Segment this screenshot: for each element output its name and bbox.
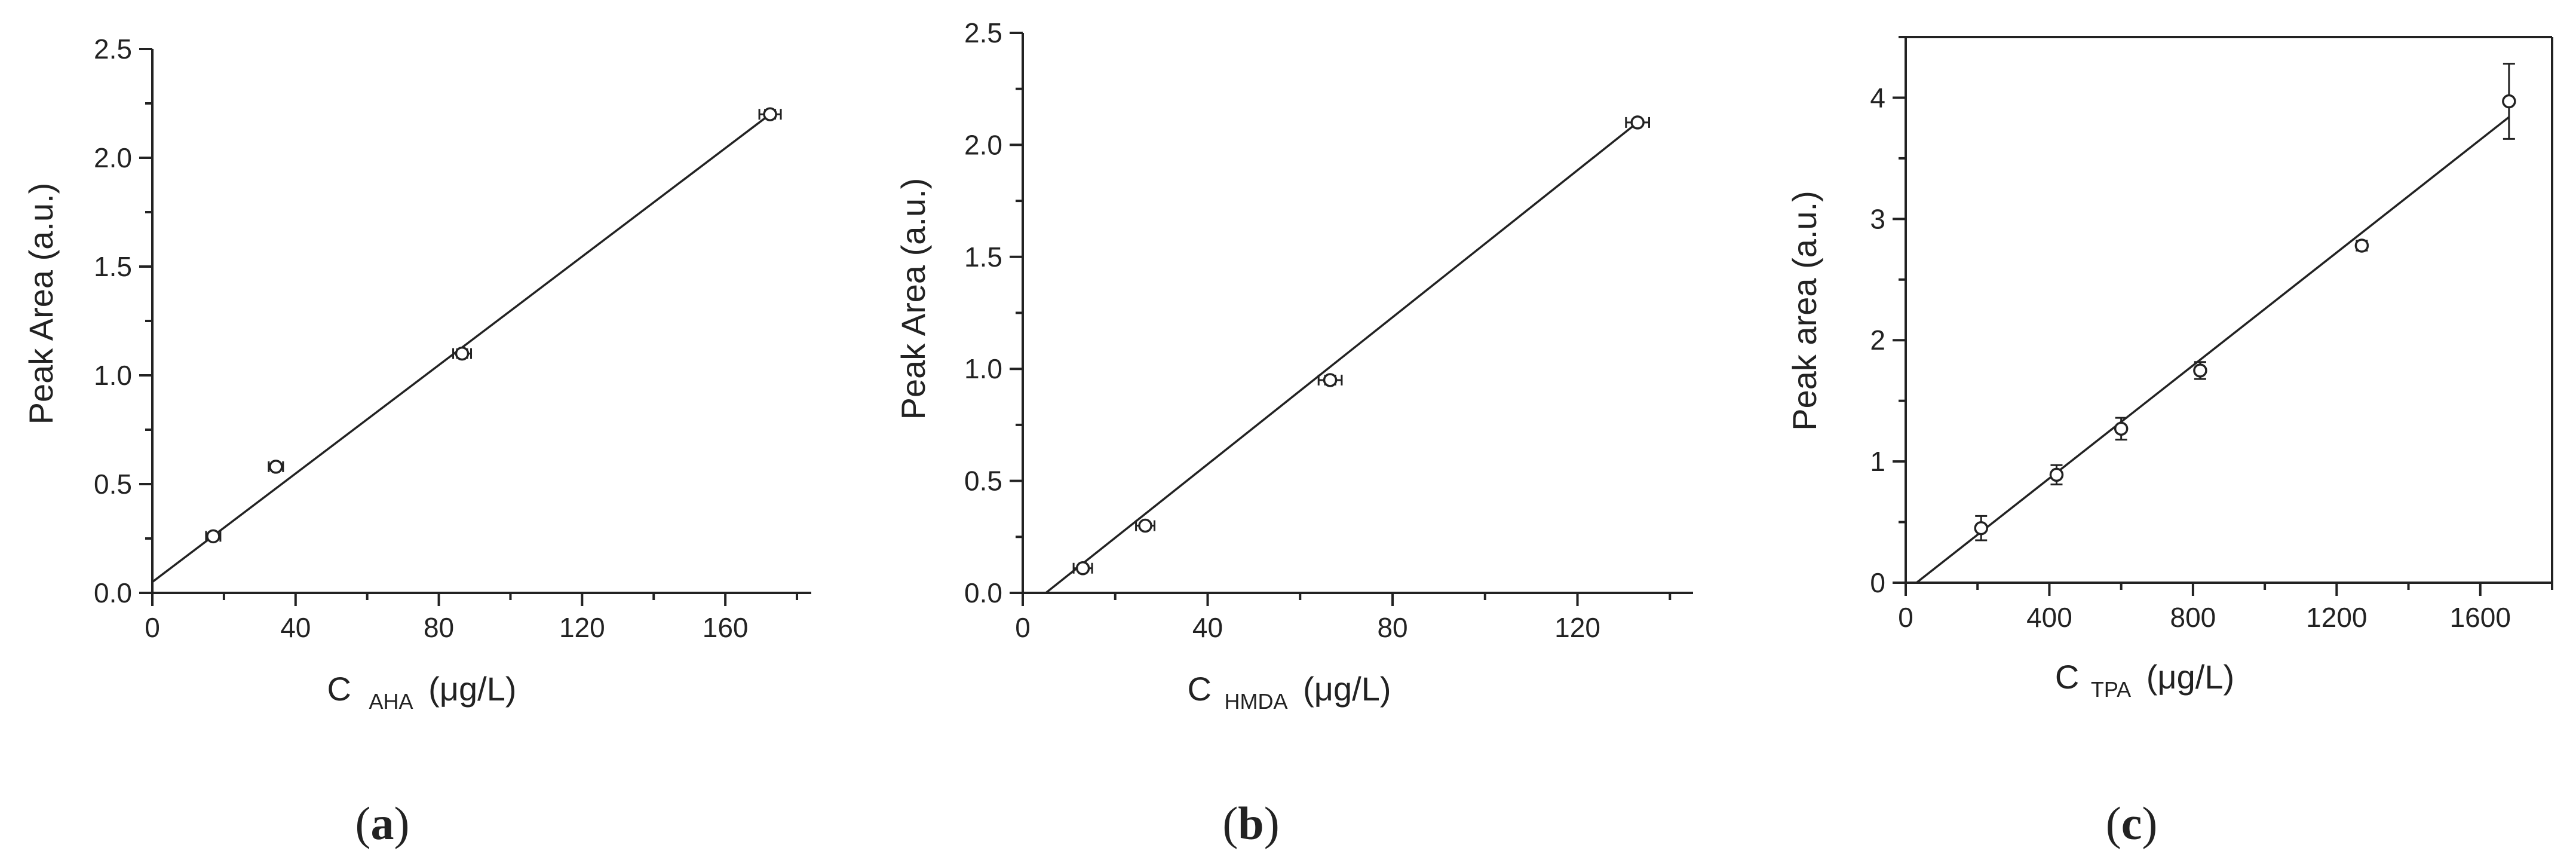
panel-c-label: (c) <box>2106 797 2158 849</box>
panel-b-x-tick-label: 40 <box>1192 612 1223 643</box>
panel-a-y-tick-label: 0.0 <box>94 577 132 608</box>
panel-c-y-tick-label: 0 <box>1870 567 1885 598</box>
panel-b-label: (b) <box>1222 797 1279 849</box>
panel-a-marks: 0 40 80 120 160 0.0 0.5 1.0 1.5 2.0 2.5 <box>94 33 811 643</box>
panel-a: 0 40 80 120 160 0.0 0.5 1.0 1.5 2.0 2.5 Peak Area … <box>22 33 811 849</box>
panel-b-data-point <box>1075 561 1090 576</box>
panel-b-y-tick-label: 0.5 <box>964 466 1002 497</box>
panel-a-y-tick-label: 2.5 <box>94 33 132 65</box>
panel-a-y-tick-label: 1.0 <box>94 360 132 391</box>
panel-c-y-tick-label: 2 <box>1870 325 1885 356</box>
panel-b: 0 40 80 120 0.0 0.5 1.0 1.5 2.0 2.5 Peak Area (a.… <box>894 17 1693 849</box>
panel-c-y-tick-label: 4 <box>1870 82 1885 113</box>
panel-a-xlabel: C AHA (μg/L) <box>327 670 516 716</box>
panel-c-data-point <box>2049 467 2064 482</box>
panel-a-data-point <box>455 346 470 361</box>
panel-b-data-point <box>1630 115 1645 130</box>
panel-a-ylabel: Peak Area (a.u.) <box>22 183 60 425</box>
panel-c-xlabel-main: C <box>2055 658 2079 696</box>
panel-a-x-tick-label: 120 <box>559 612 605 643</box>
panel-a-xlabel-main: C <box>327 670 351 708</box>
panel-c-data-point <box>1974 521 1988 535</box>
panel-b-y-tick-label: 0.0 <box>964 577 1002 608</box>
panel-c-y-tick-label: 3 <box>1870 203 1885 234</box>
panel-b-y-tick-label: 1.5 <box>964 241 1002 273</box>
panel-c-x-tick-label: 0 <box>1898 602 1913 633</box>
panel-b-y-tick-label: 2.5 <box>964 17 1002 48</box>
panel-c: 0 400 800 1200 1600 0 1 2 3 4 Peak area (a.u.) C … <box>1786 36 2553 849</box>
panel-a-xlabel-sub: AHA <box>369 689 413 714</box>
panel-c-x-tick-label: 1600 <box>2450 602 2511 633</box>
panel-c-data-point <box>2114 421 2129 436</box>
panel-c-data-point <box>2354 238 2369 253</box>
panel-b-xlabel-unit: (μg/L) <box>1303 670 1391 708</box>
panel-b-xlabel-sub: HMDA <box>1225 689 1288 714</box>
panel-a-x-tick-label: 160 <box>703 612 749 643</box>
panel-c-xlabel: C TPA (μg/L) <box>2055 658 2234 704</box>
panel-c-x-tick-label: 400 <box>2026 602 2072 633</box>
panel-a-y-tick-label: 0.5 <box>94 469 132 500</box>
panel-c-xlabel-sub: TPA <box>2091 677 2131 702</box>
panel-a-y-tick-label: 2.0 <box>94 142 132 173</box>
panel-c-y-tick-label: 1 <box>1870 446 1885 477</box>
panel-a-data-point <box>269 460 283 474</box>
panel-a-x-tick-label: 80 <box>424 612 454 643</box>
panel-a-x-tick-label: 0 <box>145 612 160 643</box>
panel-a-y-tick-label: 1.5 <box>94 251 132 282</box>
panel-b-y-tick-label: 1.0 <box>964 353 1002 384</box>
panel-b-xlabel: C HMDA (μg/L) <box>1188 670 1391 716</box>
panel-b-y-tick-label: 2.0 <box>964 129 1002 160</box>
panel-c-xlabel-unit: (μg/L) <box>2146 658 2234 696</box>
panel-c-x-tick-label: 1200 <box>2306 602 2367 633</box>
panel-c-data-point <box>2193 363 2207 378</box>
panel-b-marks: 0 40 80 120 0.0 0.5 1.0 1.5 2.0 2.5 <box>964 17 1693 643</box>
panel-b-x-tick-label: 80 <box>1377 612 1407 643</box>
panel-a-data-point <box>763 107 777 121</box>
panel-c-x-tick-label: 800 <box>2170 602 2216 633</box>
panel-b-fit-line <box>1045 121 1639 594</box>
panel-c-marks: 0 400 800 1200 1600 0 1 2 3 4 <box>1870 36 2553 633</box>
panel-a-data-point <box>206 529 220 544</box>
panel-b-data-point <box>1138 518 1152 533</box>
panel-b-ylabel: Peak Area (a.u.) <box>894 178 932 420</box>
panel-b-data-point <box>1323 373 1338 387</box>
panel-a-xlabel-unit: (μg/L) <box>428 670 516 708</box>
panel-b-x-tick-label: 0 <box>1015 612 1031 643</box>
panel-c-ylabel: Peak area (a.u.) <box>1786 191 1823 431</box>
panel-a-label: (a) <box>355 797 410 849</box>
panel-b-xlabel-main: C <box>1188 670 1212 708</box>
panel-b-x-tick-label: 120 <box>1554 612 1600 643</box>
panel-a-x-tick-label: 40 <box>280 612 311 643</box>
panel-c-data-point <box>2502 94 2516 109</box>
panel-c-fit-line <box>1915 116 2510 584</box>
